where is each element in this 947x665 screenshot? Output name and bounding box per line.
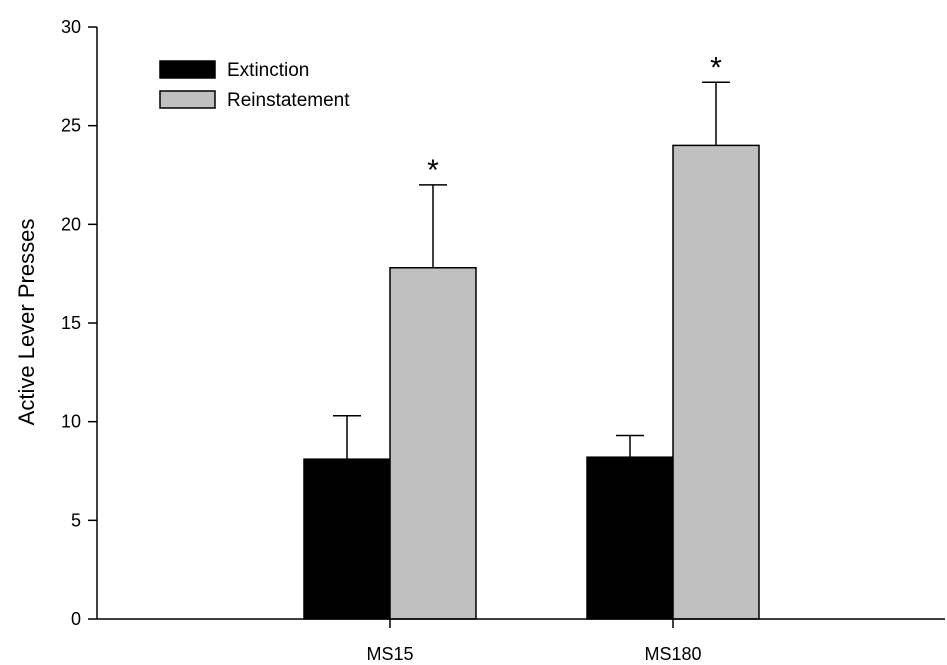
x-tick-label: MS180 <box>644 644 701 664</box>
y-tick-label: 30 <box>61 17 81 37</box>
y-axis-title: Active Lever Presses <box>14 219 39 426</box>
y-tick-label: 0 <box>71 609 81 629</box>
y-tick-label: 20 <box>61 214 81 234</box>
plot-area: ** <box>303 51 760 620</box>
y-axis-ticks: 0 5 10 15 20 25 30 <box>61 17 97 629</box>
y-tick-label: 10 <box>61 412 81 432</box>
legend-swatch-extinction <box>159 60 216 79</box>
y-tick-label: 25 <box>61 116 81 136</box>
bar-reinstatement-ms15 <box>389 266 477 620</box>
bar-extinction-ms15 <box>303 458 391 620</box>
legend-swatch-reinstatement <box>159 90 216 109</box>
legend-label-reinstatement: Reinstatement <box>227 90 350 111</box>
significance-asterisk: * <box>427 154 439 187</box>
x-axis-ticks: MS15 MS180 <box>366 619 702 664</box>
y-tick-label: 5 <box>71 510 81 530</box>
bar-reinstatement-ms180 <box>672 144 760 620</box>
significance-asterisk: * <box>710 51 722 84</box>
legend-label-extinction: Extinction <box>227 60 309 81</box>
legend: Extinction Reinstatement <box>159 60 350 111</box>
bar-extinction-ms180 <box>586 456 674 620</box>
y-tick-label: 15 <box>61 313 81 333</box>
x-tick-label: MS15 <box>366 644 413 664</box>
